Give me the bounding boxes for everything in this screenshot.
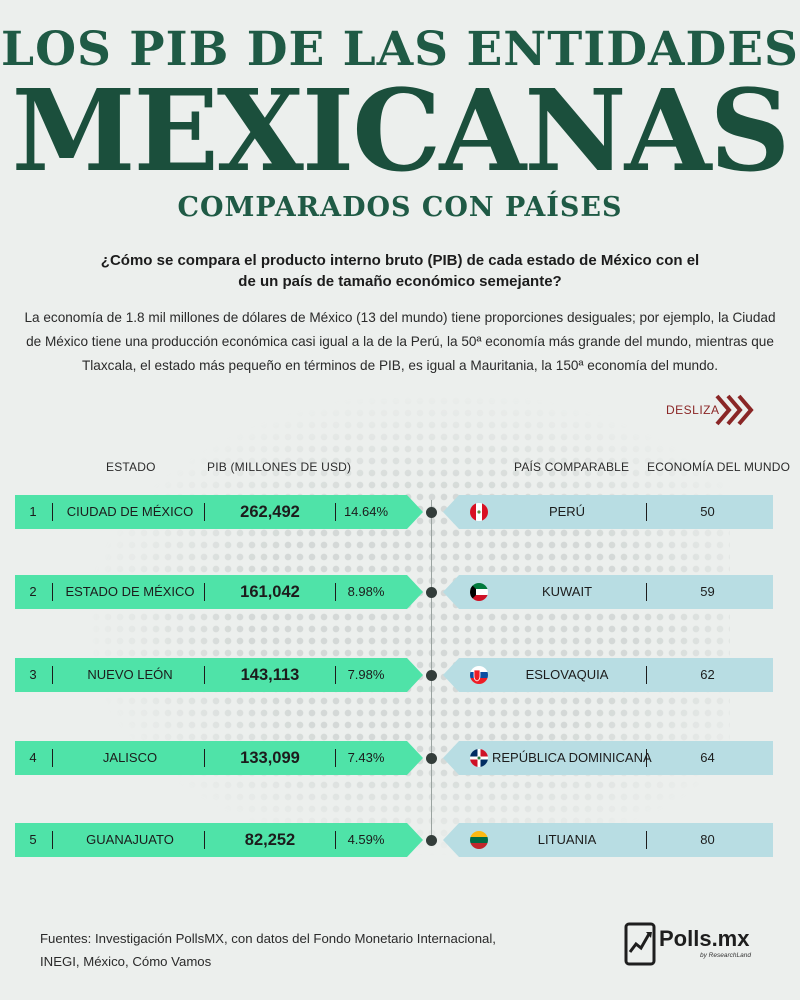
country-bar — [443, 575, 773, 609]
timeline-dot — [426, 587, 437, 598]
table-row: 4 JALISCO 133,099 7.43% REPÚBLICA DOMINICANA… — [0, 741, 800, 775]
row-rank: 1 — [29, 504, 37, 519]
row-divider — [52, 749, 53, 767]
sources-text: Fuentes: Investigación PollsMX, con dato… — [40, 927, 496, 973]
sources-line-2: INEGI, México, Cómo Vamos — [40, 954, 212, 969]
row-percent: 7.98% — [347, 667, 385, 682]
column-header-pib: PIB (MILLONES DE USD) — [207, 460, 352, 474]
row-percent: 8.98% — [347, 584, 385, 599]
row-divider — [646, 831, 647, 849]
row-divider — [646, 749, 647, 767]
state-bar — [15, 741, 423, 775]
row-pib: 143,113 — [240, 666, 300, 684]
row-country: REPÚBLICA DOMINICANA — [492, 750, 652, 765]
row-divider — [52, 666, 53, 684]
state-bar — [15, 658, 423, 692]
row-state: GUANAJUATO — [86, 832, 174, 847]
table-row: 2 ESTADO DE MÉXICO 161,042 8.98% KUWAIT 59 — [0, 575, 800, 609]
row-divider — [52, 831, 53, 849]
row-pib: 262,492 — [240, 503, 300, 521]
row-country: PERÚ — [548, 504, 586, 519]
title-line-1: LOS PIB DE LAS ENTIDADES — [1, 22, 799, 77]
row-world-rank: 59 — [700, 584, 715, 599]
background-map-dots — [90, 395, 730, 855]
lithuania-flag-icon — [470, 831, 488, 849]
row-pib: 161,042 — [240, 583, 300, 601]
title-line-3: COMPARADOS CON PAÍSES — [177, 192, 623, 223]
row-percent: 4.59% — [347, 832, 385, 847]
table-row: 5 GUANAJUATO 82,252 4.59% LITUANIA 80 — [0, 823, 800, 857]
row-divider — [646, 583, 647, 601]
row-divider — [52, 583, 53, 601]
row-divider — [204, 831, 205, 849]
row-divider — [204, 749, 205, 767]
row-percent: 7.43% — [347, 750, 385, 765]
country-bar — [443, 823, 773, 857]
table-row: 1 CIUDAD DE MÉXICO 262,492 14.64% PERÚ 50 — [0, 495, 800, 529]
row-divider — [204, 503, 205, 521]
row-pib: 82,252 — [244, 831, 296, 849]
kuwait-flag-icon — [470, 583, 488, 601]
title-line-2: MEXICANAS — [11, 66, 791, 197]
row-divider — [204, 583, 205, 601]
country-bar — [443, 741, 773, 775]
state-bar — [15, 495, 423, 529]
state-bar — [15, 823, 423, 857]
intro-text: La economía de 1.8 mil millones de dólar… — [24, 310, 776, 373]
column-header-state: ESTADO — [106, 460, 156, 474]
sources-line-1: Fuentes: Investigación PollsMX, con dato… — [40, 931, 496, 946]
row-divider — [204, 666, 205, 684]
slovakia-flag-icon — [470, 666, 488, 684]
row-divider — [52, 503, 53, 521]
table-row: 3 NUEVO LEÓN 143,113 7.98% ESLOVAQUIA 62 — [0, 658, 800, 692]
row-divider — [646, 503, 647, 521]
row-world-rank: 50 — [700, 504, 715, 519]
row-divider — [335, 503, 336, 521]
question-text: ¿Cómo se compara el producto interno bru… — [100, 252, 700, 290]
country-bar — [443, 495, 773, 529]
row-country: ESLOVAQUIA — [525, 667, 609, 682]
chevrons-right-icon[interactable] — [714, 393, 756, 427]
row-rank: 5 — [29, 832, 37, 847]
timeline-dot — [426, 835, 437, 846]
row-country: LITUANIA — [537, 832, 597, 847]
timeline-dot — [426, 507, 437, 518]
row-rank: 2 — [29, 584, 37, 599]
row-country: KUWAIT — [541, 584, 593, 599]
row-divider — [335, 831, 336, 849]
row-divider — [335, 583, 336, 601]
country-bar — [443, 658, 773, 692]
row-rank: 4 — [29, 750, 37, 765]
column-header-world-rank: ECONOMÍA DEL MUNDO — [647, 460, 791, 474]
row-divider — [335, 666, 336, 684]
row-divider — [335, 749, 336, 767]
row-world-rank: 64 — [700, 750, 715, 765]
timeline-dot — [426, 753, 437, 764]
polls-logo-icon — [624, 922, 656, 966]
peru-flag-icon — [470, 503, 488, 521]
column-header-country: PAÍS COMPARABLE — [514, 460, 630, 474]
row-state: CIUDAD DE MÉXICO — [66, 504, 194, 519]
row-percent: 14.64% — [343, 504, 389, 519]
row-state: ESTADO DE MÉXICO — [65, 584, 195, 599]
row-rank: 3 — [29, 667, 37, 682]
polls-logo-subtext: by ResearchLand — [700, 952, 751, 959]
row-pib: 133,099 — [240, 749, 300, 767]
polls-logo-text: Polls.mx — [659, 926, 750, 951]
row-divider — [646, 666, 647, 684]
row-state: JALISCO — [102, 750, 158, 765]
row-world-rank: 62 — [700, 667, 715, 682]
state-bar — [15, 575, 423, 609]
row-world-rank: 80 — [700, 832, 715, 847]
desliza-label[interactable]: DESLIZA — [666, 403, 720, 417]
dominican-republic-flag-icon — [470, 749, 488, 767]
row-state: NUEVO LEÓN — [87, 667, 173, 682]
timeline-dot — [426, 670, 437, 681]
